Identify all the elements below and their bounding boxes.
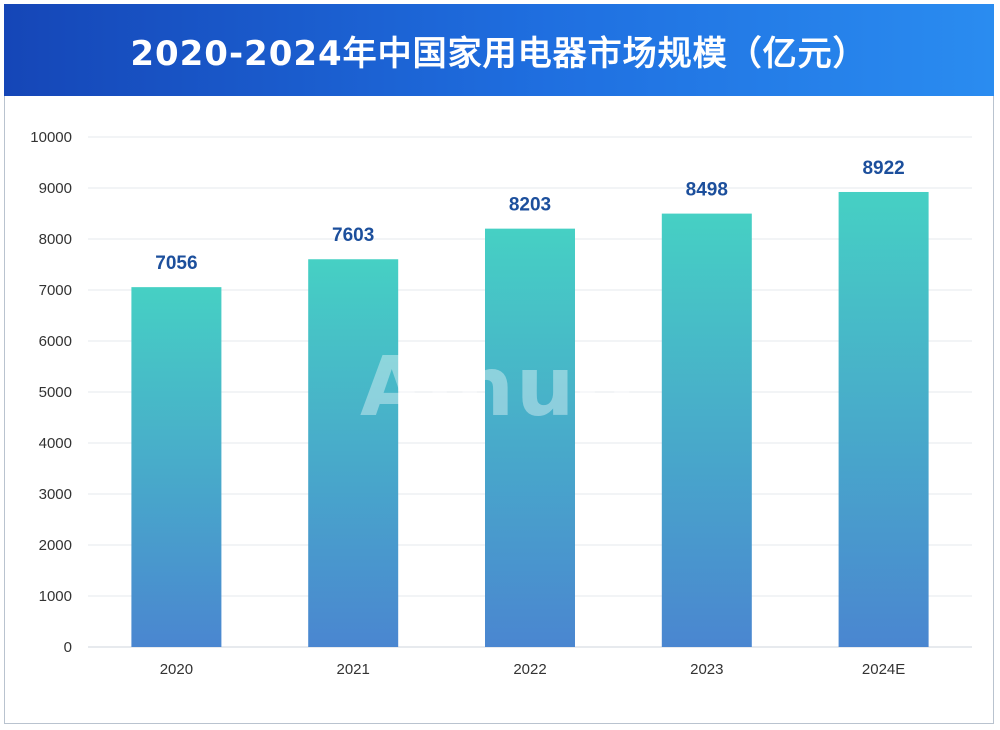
x-tick-label: 2024E	[862, 661, 905, 678]
y-tick-label: 9000	[39, 180, 72, 197]
bar	[485, 228, 575, 647]
y-tick-label: 10000	[30, 129, 72, 146]
x-tick-label: 2020	[160, 661, 193, 678]
y-tick-label: 2000	[39, 537, 72, 554]
bar	[308, 259, 399, 647]
chart-title: 2020-2024年中国家用电器市场规模（亿元）	[130, 33, 868, 74]
bar	[661, 213, 752, 648]
bar	[131, 287, 222, 647]
y-tick-label: 0	[64, 639, 72, 656]
data-label: 8203	[509, 195, 551, 216]
y-tick-label: 3000	[39, 486, 72, 503]
x-tick-label: 2022	[513, 661, 546, 678]
y-tick-label: 1000	[39, 588, 72, 605]
chart-header: 2020-2024年中国家用电器市场规模（亿元）	[4, 4, 994, 96]
y-tick-label: 5000	[39, 384, 72, 401]
x-tick-label: 2023	[690, 661, 723, 678]
y-tick-label: 6000	[39, 333, 72, 350]
data-label: 8498	[686, 180, 728, 201]
data-label: 7603	[332, 225, 374, 246]
data-label: 7056	[155, 253, 197, 274]
bar	[838, 191, 929, 647]
y-tick-label: 7000	[39, 282, 72, 299]
y-tick-label: 4000	[39, 435, 72, 452]
x-tick-label: 2021	[337, 661, 370, 678]
y-tick-label: 8000	[39, 231, 72, 248]
data-label: 8922	[862, 158, 904, 179]
